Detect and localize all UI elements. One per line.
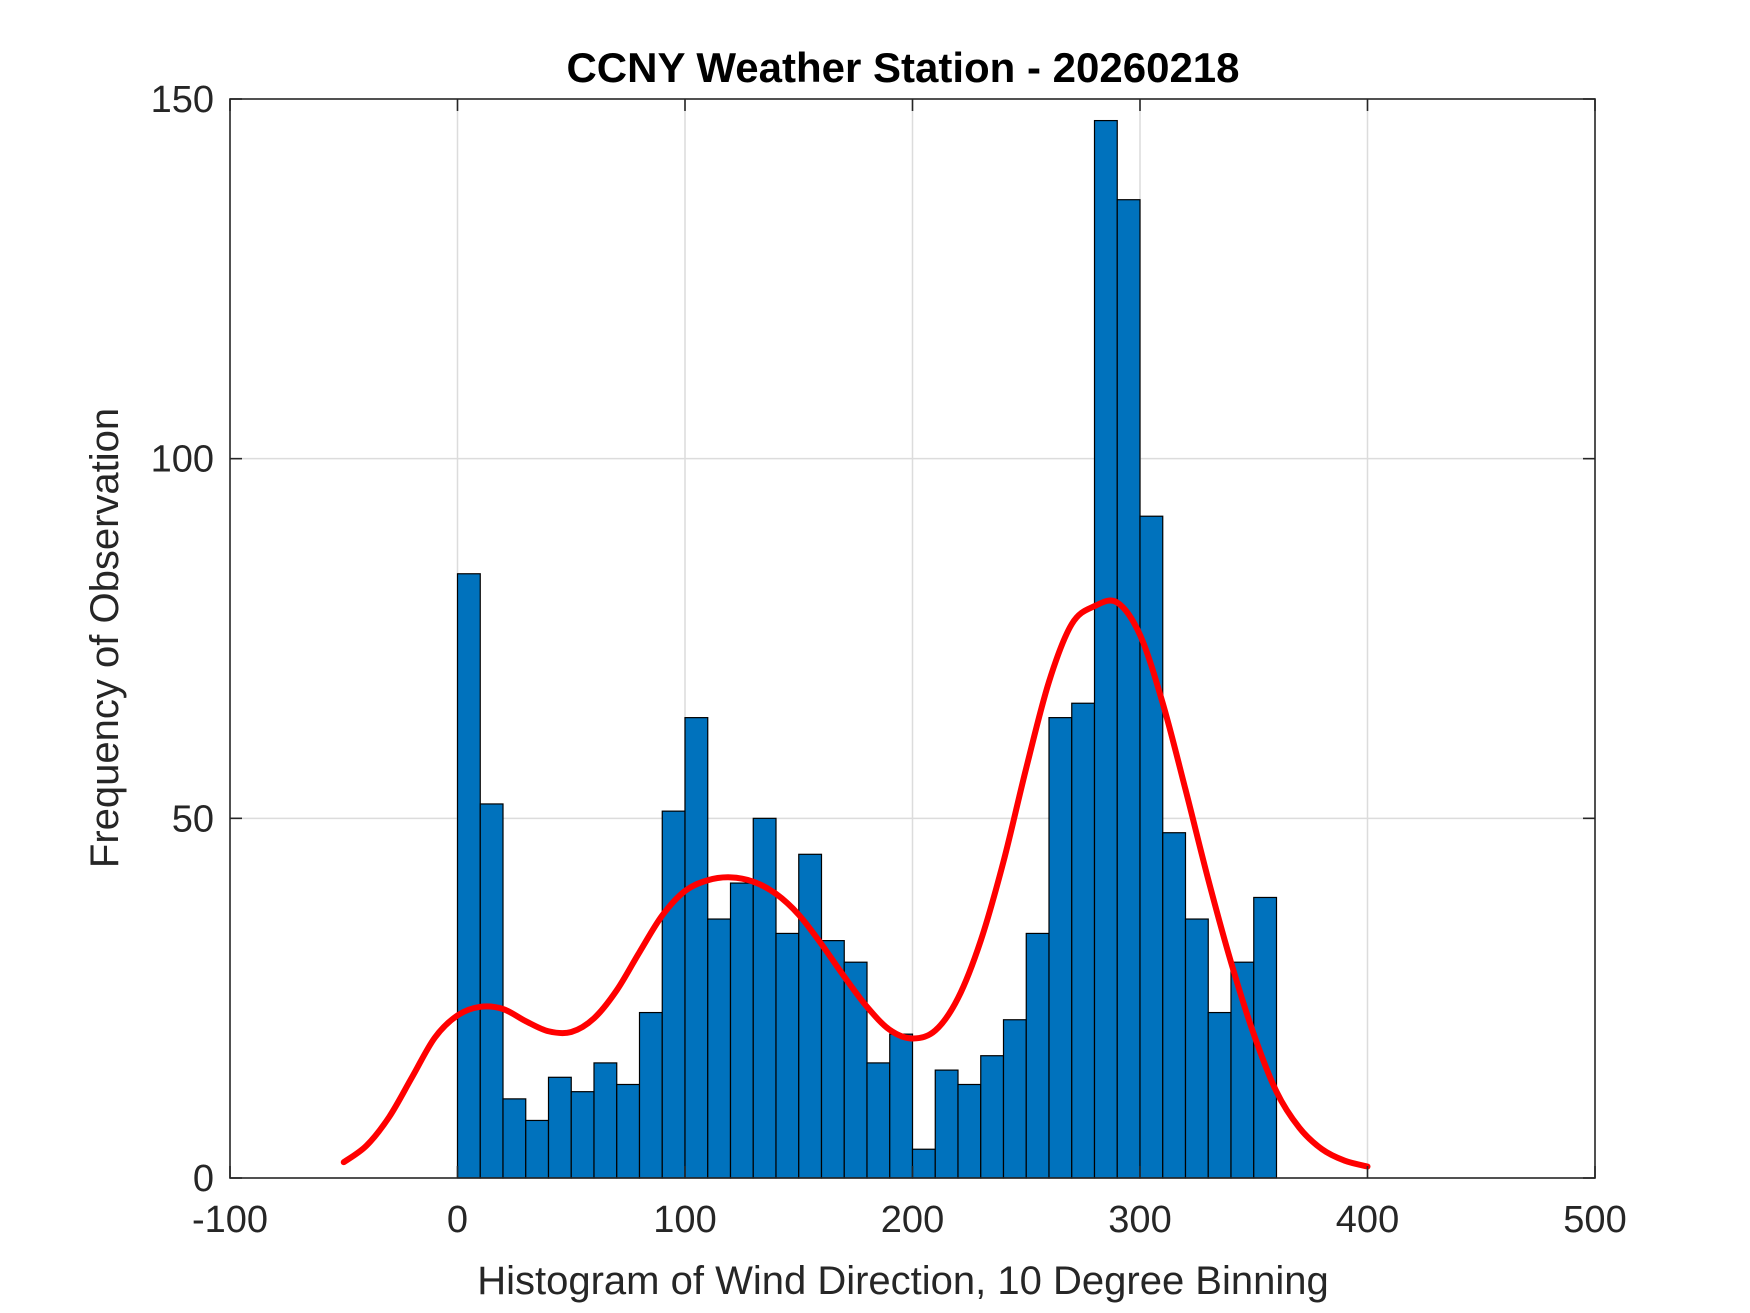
chart-title: CCNY Weather Station - 20260218 [566,44,1239,91]
histogram-bar [547,1076,572,1179]
histogram-bar [775,932,800,1179]
x-tick-label: 200 [881,1199,944,1241]
histogram-bar [729,882,754,1179]
histogram-bar [752,817,777,1179]
x-axis-label: Histogram of Wind Direction, 10 Degree B… [477,1259,1329,1303]
histogram-bar [661,810,686,1179]
histogram-bar [1116,199,1141,1179]
y-tick-label: 50 [172,798,214,840]
histogram-bar [957,1083,982,1179]
y-tick-label: 150 [151,79,214,121]
histogram-bar [1207,1011,1232,1179]
x-tick-label: 500 [1563,1199,1626,1241]
x-tick-label: 0 [447,1199,468,1241]
histogram-bar [866,1062,891,1179]
histogram-bar [911,1148,936,1179]
histogram-bar [707,918,732,1179]
histogram-bar [1071,702,1096,1179]
histogram-bar [980,1055,1005,1179]
histogram-bar [479,803,504,1179]
histogram-bar [570,1091,595,1179]
x-tick-label: -100 [192,1199,268,1241]
histogram-bar [593,1062,618,1179]
y-axis-label: Frequency of Observation [83,408,127,868]
y-tick-label: 0 [193,1158,214,1200]
histogram-bar [525,1119,550,1179]
x-tick-label: 100 [653,1199,716,1241]
grid-lines [230,99,1595,1178]
x-tick-label: 300 [1108,1199,1171,1241]
histogram-bar [616,1083,641,1179]
histogram-bar [1184,918,1209,1179]
histogram-bars [456,119,1278,1179]
histogram-bar [1093,119,1118,1179]
histogram-bar [1002,1019,1027,1179]
histogram-bar [638,1011,663,1179]
histogram-bar [1139,515,1164,1179]
axis-ticks [229,98,1596,1179]
histogram-bar [456,573,481,1179]
histogram-bar [1048,717,1073,1179]
fit-curve-line [340,597,1371,1170]
histogram-bar [798,853,823,1179]
y-tick-label: 100 [151,439,214,481]
histogram-bar [889,1033,914,1179]
x-tick-labels: -100 0 100 200 300 400 500 [192,1199,1627,1241]
y-tick-labels: 0 50 100 150 [151,79,214,1200]
histogram-bar [1162,832,1187,1179]
x-tick-label: 400 [1336,1199,1399,1241]
histogram-bar [502,1098,527,1179]
histogram-bar [684,717,709,1179]
histogram-bar [1025,932,1050,1179]
histogram-bar [934,1069,959,1179]
